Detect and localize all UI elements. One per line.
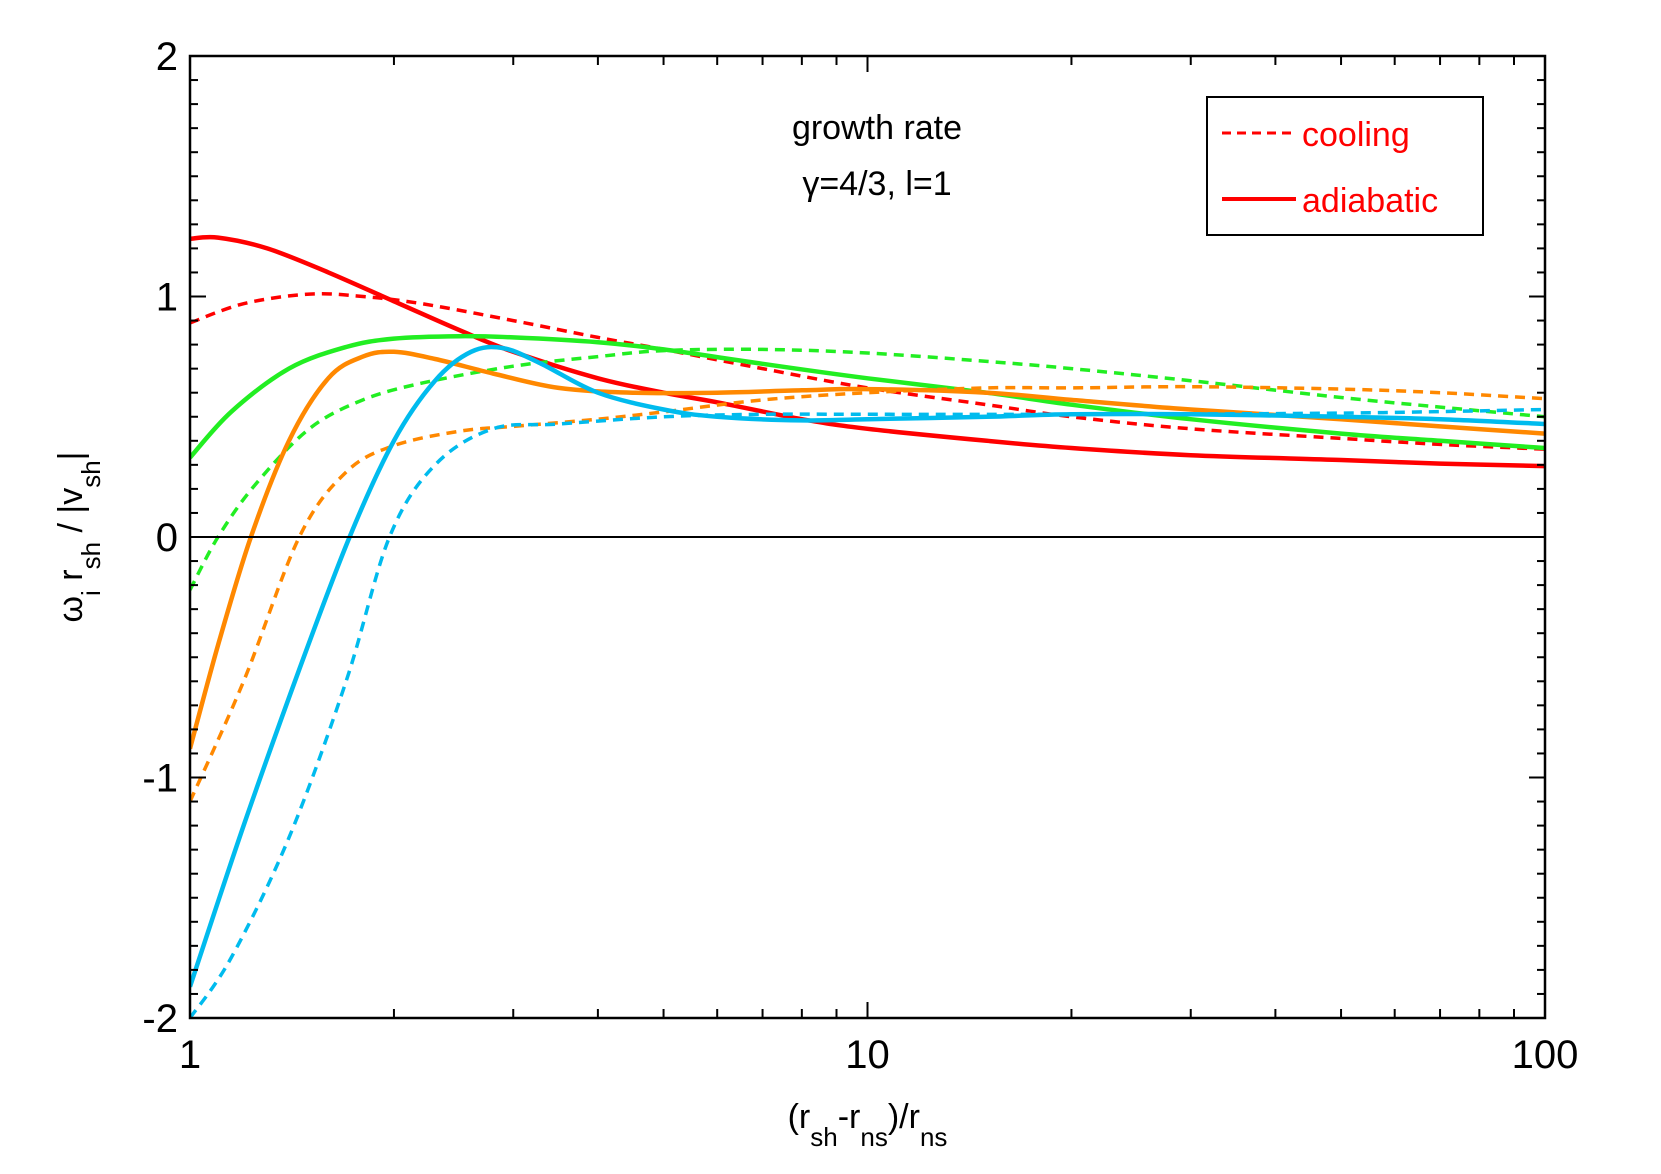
legend-label-adiabatic: adiabatic — [1302, 182, 1438, 220]
x-axis-label-text: (rsh-rns)/rns — [788, 1098, 948, 1152]
x-axis-label: (rsh-rns)/rns — [788, 1098, 948, 1152]
x-tick-label: 10 — [845, 1033, 890, 1077]
y-tick-label: -1 — [142, 757, 178, 801]
series-line-0 — [190, 234, 1545, 469]
series-line-2 — [190, 333, 1545, 460]
series-line-7 — [190, 407, 1545, 1018]
annotation-title: growth rate — [792, 109, 962, 147]
legend-box — [1206, 96, 1484, 236]
y-axis-label-part: sh — [76, 542, 106, 569]
x-tick-label: 100 — [1512, 1033, 1579, 1077]
y-axis-label-text: ωi rsh / |vsh| — [52, 451, 106, 622]
series-line-6 — [190, 344, 1545, 988]
y-axis-label: ωi rsh / |vsh| — [52, 451, 106, 622]
y-axis-label-part: r — [52, 569, 90, 590]
series-line-5 — [190, 384, 1545, 803]
x-tick-label: 1 — [179, 1033, 201, 1077]
y-axis-label-part: ω — [52, 596, 90, 623]
y-tick-label: -2 — [142, 997, 178, 1041]
series-line-3 — [190, 347, 1545, 591]
x-axis-label-part: -r — [838, 1098, 861, 1136]
x-axis-label-part: ns — [860, 1122, 887, 1152]
tick-layer — [189, 55, 1546, 1019]
y-axis-label-part: i — [76, 590, 106, 596]
legend: cooling adiabatic — [1206, 96, 1484, 236]
x-axis-label-part: (r — [788, 1098, 811, 1136]
annotation-params: γ=4/3, l=1 — [802, 165, 951, 203]
series-layer — [190, 234, 1545, 1018]
y-tick-label: 2 — [156, 35, 178, 79]
x-axis-label-part: sh — [810, 1122, 837, 1152]
y-axis-label-part: / |v — [52, 488, 90, 542]
x-axis-label-part: ns — [920, 1122, 947, 1152]
y-axis-label-part: | — [52, 451, 90, 460]
y-tick-label: 0 — [156, 516, 178, 560]
legend-label-cooling: cooling — [1302, 116, 1410, 154]
x-axis-label-part: )/r — [888, 1098, 920, 1136]
series-line-1 — [190, 291, 1545, 451]
series-line-4 — [190, 349, 1545, 750]
y-axis-label-part: sh — [76, 460, 106, 487]
y-tick-label: 1 — [156, 276, 178, 320]
